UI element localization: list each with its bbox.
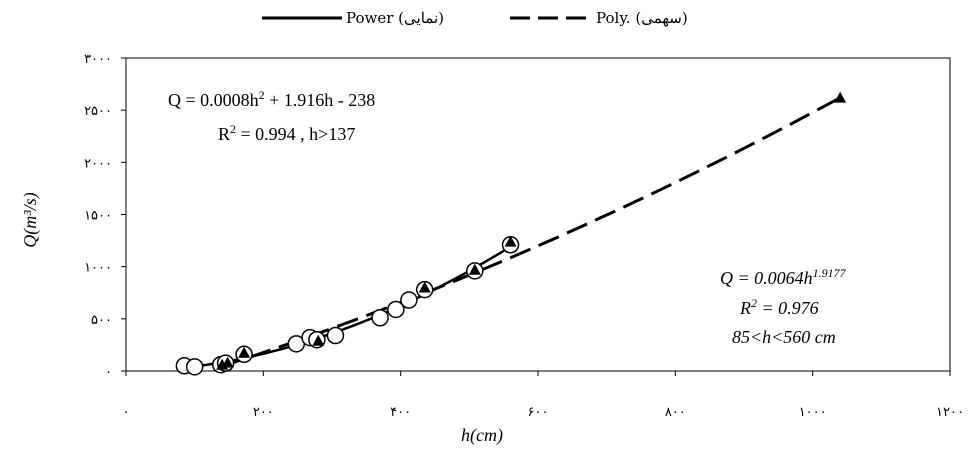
power-r2: R2 = 0.976 [739,296,819,318]
data-point-triangle [834,91,847,103]
data-point-triangle [468,263,481,275]
y-tick-label: ۵۰۰ [91,313,112,328]
poly-equation: Q = 0.0008h2 + 1.916h - 238 [168,88,375,110]
y-tick-label: ۳۰۰۰ [84,52,112,67]
y-tick-label: ۰ [105,365,112,380]
y-tick-label: ۱۵۰۰ [84,209,112,224]
data-point-circle [371,309,389,327]
x-axis-label: h(cm) [461,425,503,446]
y-tick-label: ۱۰۰۰ [84,261,112,276]
y-axis-label: Q(m³/s) [20,192,41,247]
power-equation: Q = 0.0064h1.9177 [720,266,847,288]
x-tick-label: ۱۲۰۰ [936,405,964,420]
x-axis-ticks: ۰ ۲۰۰ ۴۰۰ ۶۰۰ ۸۰۰ ۱۰۰۰ ۱۲۰۰ [123,371,964,420]
data-point-circle [400,291,418,309]
power-range: 85<h<560 cm [732,327,836,347]
x-tick-label: ۰ [123,405,130,420]
x-tick-label: ۱۰۰۰ [799,405,827,420]
data-point-circle [185,358,204,376]
x-tick-label: ۴۰۰ [390,405,411,420]
legend-entry-poly: Poly. (سهمی) [596,9,688,27]
data-point-triangle [312,334,325,346]
y-axis-ticks: ۰ ۵۰۰ ۱۰۰۰ ۱۵۰۰ ۲۰۰۰ ۲۵۰۰ ۳۰۰۰ [84,52,126,380]
data-point-circle [326,326,345,345]
poly-r2: R2 = 0.994 , h>137 [218,122,355,144]
data-point-triangle [238,346,251,358]
data-markers [175,91,847,376]
legend: Power (نمایی) Poly. (سهمی) [262,9,688,27]
data-point-triangle [221,356,234,368]
x-tick-label: ۶۰۰ [528,405,549,420]
power-fit-line [184,245,512,369]
x-tick-label: ۲۰۰ [253,405,274,420]
x-tick-label: ۸۰۰ [665,405,686,420]
poly-fit-line [219,96,841,369]
legend-entry-power: Power (نمایی) [346,9,444,27]
y-tick-label: ۲۰۰۰ [84,156,112,171]
y-tick-label: ۲۵۰۰ [84,104,112,119]
data-point-circle [387,300,405,319]
data-point-triangle [504,235,517,247]
data-point-triangle [418,281,431,293]
